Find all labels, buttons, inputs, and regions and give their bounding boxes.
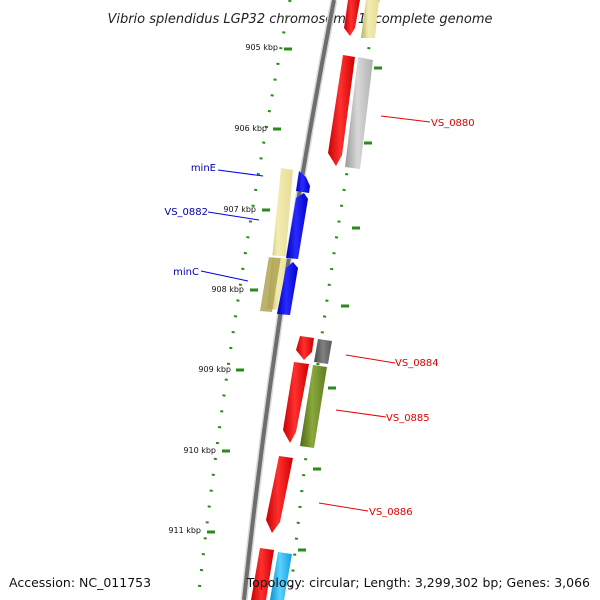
label-line-VS_0882 — [207, 211, 260, 221]
label-line-VS_0880 — [380, 115, 431, 123]
gene-VS_0882[interactable] — [286, 193, 308, 259]
gene-pale-yellow[interactable] — [361, 0, 379, 38]
gene-label-VS_0884[interactable]: VS_0884 — [395, 358, 439, 369]
tick-label: 907 kbp — [223, 205, 256, 214]
gene-olive[interactable] — [300, 365, 327, 448]
gene-label-minC[interactable]: minC — [173, 267, 199, 278]
tick-label: 908 kbp — [211, 285, 244, 294]
major-ticks — [207, 47, 292, 534]
tick-label: 905 kbp — [245, 43, 278, 52]
gene-label-minE[interactable]: minE — [191, 163, 216, 174]
outer-major-ticks — [298, 66, 382, 552]
gene-red[interactable] — [344, 0, 360, 36]
label-line-VS_0886 — [318, 502, 369, 512]
tick-label: 910 kbp — [183, 446, 216, 455]
gene-red[interactable] — [328, 55, 355, 166]
gene-gray[interactable] — [345, 57, 373, 169]
tick-label: 906 kbp — [234, 124, 267, 133]
label-line-VS_0884 — [345, 354, 396, 364]
label-line-minE — [217, 169, 264, 177]
gene-minC[interactable] — [277, 262, 298, 315]
gene-minE[interactable] — [296, 171, 310, 193]
outer-ruler — [288, 0, 380, 600]
accession-text: Accession: NC_011753 — [9, 575, 152, 590]
gene-cyan[interactable] — [270, 552, 292, 600]
inner-ruler — [196, 0, 292, 600]
map-title: Vibrio splendidus LGP32 chromosome 1, co… — [107, 12, 492, 27]
gene-dark-gray[interactable] — [314, 339, 332, 364]
tick-label: 909 kbp — [198, 365, 231, 374]
gene-label-VS_0886[interactable]: VS_0886 — [369, 507, 413, 518]
gene-red[interactable] — [251, 548, 274, 600]
gene-red[interactable] — [283, 362, 309, 443]
gene-pale-yellow-shade — [260, 256, 281, 312]
gene-label-VS_0882[interactable]: VS_0882 — [164, 207, 208, 218]
gene-label-VS_0880[interactable]: VS_0880 — [431, 118, 475, 129]
gene-red[interactable] — [296, 336, 314, 360]
tick-label: 911 kbp — [168, 526, 201, 535]
gene-red[interactable] — [266, 456, 293, 533]
gene-label-VS_0885[interactable]: VS_0885 — [386, 413, 430, 424]
label-line-VS_0885 — [335, 409, 387, 418]
topology-text: Topology: circular; Length: 3,299,302 bp… — [246, 575, 590, 590]
label-line-minC — [200, 270, 249, 282]
